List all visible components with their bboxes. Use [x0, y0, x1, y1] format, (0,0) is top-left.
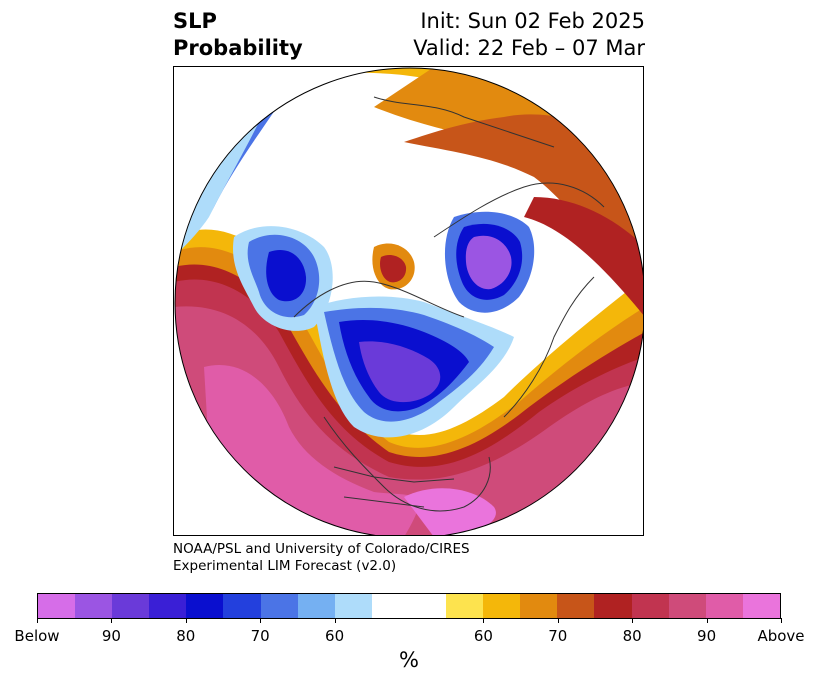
credit-line1: NOAA/PSL and University of Colorado/CIRE…	[173, 541, 470, 557]
colorbar-tick-label: 80	[176, 627, 196, 645]
colorbar-tickmark	[483, 618, 485, 623]
title-variable: SLP	[173, 9, 217, 33]
colorbar-segment	[446, 594, 484, 618]
colorbar-tick-label: 70	[548, 627, 568, 645]
map-boundary	[174, 67, 643, 535]
colorbar-tickmark	[632, 618, 634, 623]
colorbar-segment	[149, 594, 187, 618]
colorbar-tick-label: 60	[473, 627, 493, 645]
colorbar-segment	[668, 594, 706, 618]
colorbar-segment	[742, 594, 780, 618]
colorbar-segment	[371, 594, 409, 618]
colorbar-tickmark	[706, 618, 708, 623]
colorbar-tickmark	[557, 618, 559, 623]
colorbar-tickmark	[334, 618, 336, 623]
colorbar-tickmark	[260, 618, 262, 623]
colorbar-segment	[260, 594, 298, 618]
colorbar-tick-label: Below	[14, 627, 60, 645]
colorbar-segment	[705, 594, 743, 618]
colorbar-segment	[297, 594, 335, 618]
colorbar-segment	[594, 594, 632, 618]
valid-range: Valid: 22 Feb – 07 Mar	[413, 36, 645, 60]
colorbar-segment	[186, 594, 224, 618]
colorbar-segment	[334, 594, 372, 618]
coastlines	[293, 96, 605, 512]
title-probability: Probability	[173, 36, 303, 60]
colorbar-segment	[483, 594, 521, 618]
colorbar-segment	[223, 594, 261, 618]
colorbar-units: %	[399, 648, 419, 672]
colorbar-segment	[112, 594, 150, 618]
colorbar-tickmark	[37, 618, 38, 623]
map-panel	[173, 66, 644, 536]
colorbar-tick-label: 90	[101, 627, 121, 645]
colorbar-tick-label: 90	[697, 627, 717, 645]
colorbar-segment	[38, 594, 76, 618]
colorbar-tick-label: 80	[622, 627, 642, 645]
title-right: Init: Sun 02 Feb 2025 Valid: 22 Feb – 07…	[413, 8, 645, 62]
colorbar-tick-label: 70	[250, 627, 270, 645]
colorbar-tick-label: 60	[325, 627, 345, 645]
colorbar	[37, 593, 781, 619]
colorbar-tickmark	[185, 618, 187, 623]
credit: NOAA/PSL and University of Colorado/CIRE…	[173, 541, 470, 575]
colorbar-segment	[520, 594, 558, 618]
colorbar-segment	[631, 594, 669, 618]
colorbar-segment	[408, 594, 447, 618]
polar-map	[174, 67, 643, 535]
colorbar-tickmark	[781, 618, 782, 623]
colorbar-segment	[557, 594, 595, 618]
colorbar-tickmark	[111, 618, 113, 623]
colorbar-segment	[75, 594, 113, 618]
colorbar-tick-label: Above	[757, 627, 805, 645]
init-date: Init: Sun 02 Feb 2025	[420, 9, 645, 33]
credit-line2: Experimental LIM Forecast (v2.0)	[173, 558, 397, 574]
title-left: SLP Probability	[173, 8, 303, 62]
